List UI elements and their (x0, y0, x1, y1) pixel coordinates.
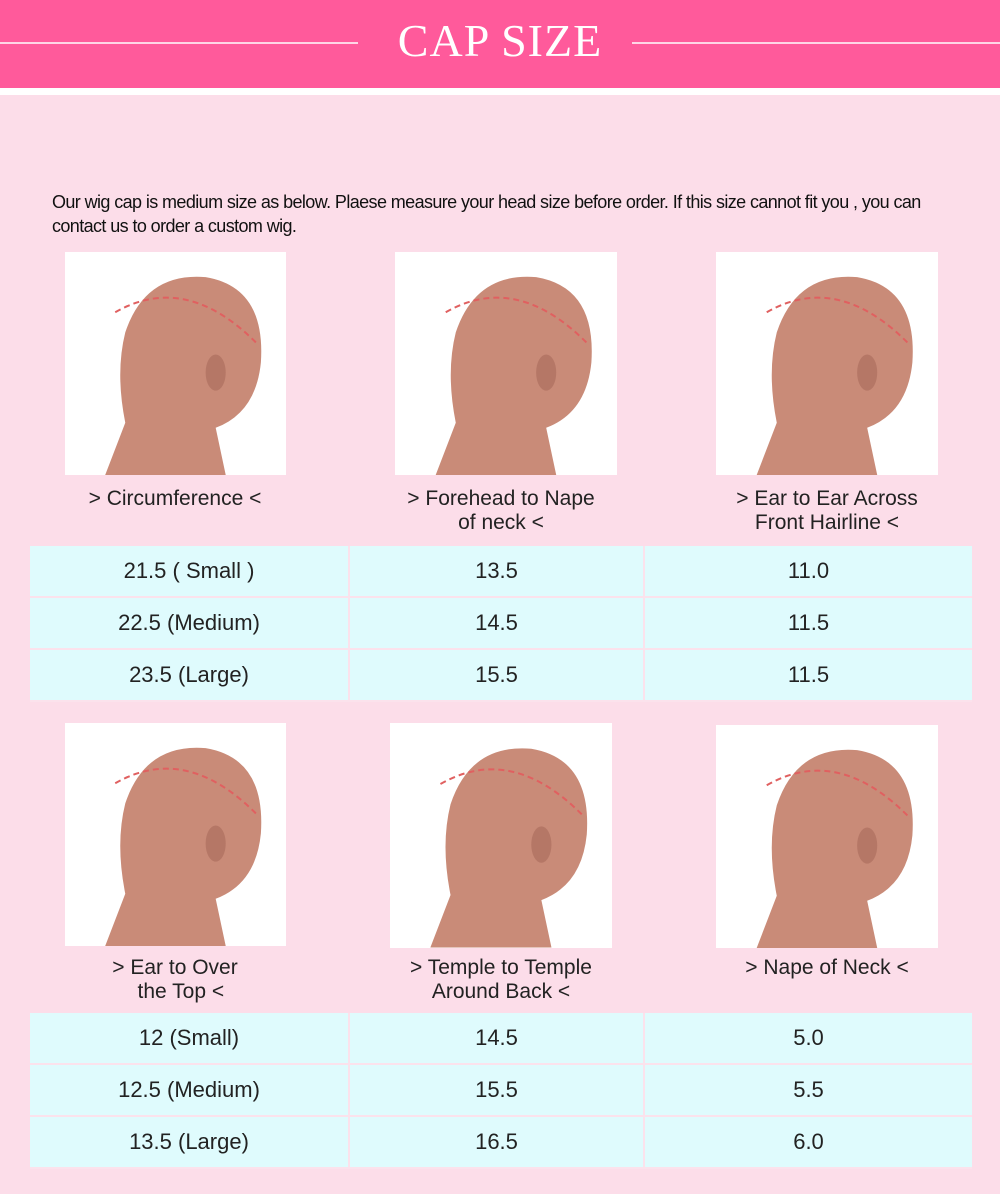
table-cell: 15.5 (350, 1065, 643, 1115)
caption-nape-of-neck: > Nape of Neck < (745, 956, 909, 979)
table-cell: 5.5 (645, 1065, 972, 1115)
table-row: 22.5 (Medium) 14.5 11.5 (30, 598, 972, 650)
table-cell: 13.5 (350, 546, 643, 596)
table-row: 21.5 ( Small ) 13.5 11.0 (30, 546, 972, 598)
table-cell: 12 (Small) (30, 1013, 348, 1063)
table-cell: 5.0 (645, 1013, 972, 1063)
caption-temple-to-temple: > Temple to Temple Around Back < (410, 956, 592, 1003)
table-cell: 6.0 (645, 1117, 972, 1167)
divider (0, 88, 1000, 95)
table-cell: 12.5 (Medium) (30, 1065, 348, 1115)
table-cell: 16.5 (350, 1117, 643, 1167)
table-cell: 14.5 (350, 598, 643, 648)
table-row: 12 (Small) 14.5 5.0 (30, 1013, 972, 1065)
caption-forehead-to-nape: > Forehead to Nape of neck < (407, 487, 595, 534)
header-banner: CAP SIZE (0, 0, 1000, 88)
nape-of-neck-image (716, 725, 938, 948)
caption-circumference: > Circumference < (88, 487, 262, 510)
table-cell: 15.5 (350, 650, 643, 700)
forehead-to-nape-image (395, 252, 617, 475)
circumference-image (65, 252, 286, 475)
table-cell: 11.5 (645, 598, 972, 648)
table-cell: 11.0 (645, 546, 972, 596)
page-title: CAP SIZE (397, 15, 603, 66)
table-cell: 21.5 ( Small ) (30, 546, 348, 596)
table-row: 23.5 (Large) 15.5 11.5 (30, 650, 972, 702)
table-cell: 11.5 (645, 650, 972, 700)
table-cell: 13.5 (Large) (30, 1117, 348, 1167)
table-row: 12.5 (Medium) 15.5 5.5 (30, 1065, 972, 1117)
intro-text: Our wig cap is medium size as below. Pla… (52, 192, 921, 236)
caption-ear-over-top: > Ear to Over the Top < (112, 956, 238, 1003)
ear-over-top-image (65, 723, 286, 946)
table-row: 13.5 (Large) 16.5 6.0 (30, 1117, 972, 1169)
table-cell: 14.5 (350, 1013, 643, 1063)
size-table-1: 21.5 ( Small ) 13.5 11.0 22.5 (Medium) 14.5… (30, 546, 972, 702)
size-table-2: 12 (Small) 14.5 5.0 12.5 (Medium) 15.5 5.5 1… (30, 1013, 972, 1169)
divider (632, 42, 1000, 44)
ear-to-ear-image (716, 252, 938, 475)
temple-to-temple-image (390, 723, 612, 948)
divider (0, 42, 358, 44)
table-cell: 23.5 (Large) (30, 650, 348, 700)
table-cell: 22.5 (Medium) (30, 598, 348, 648)
caption-ear-to-ear: > Ear to Ear Across Front Hairline < (736, 487, 918, 534)
